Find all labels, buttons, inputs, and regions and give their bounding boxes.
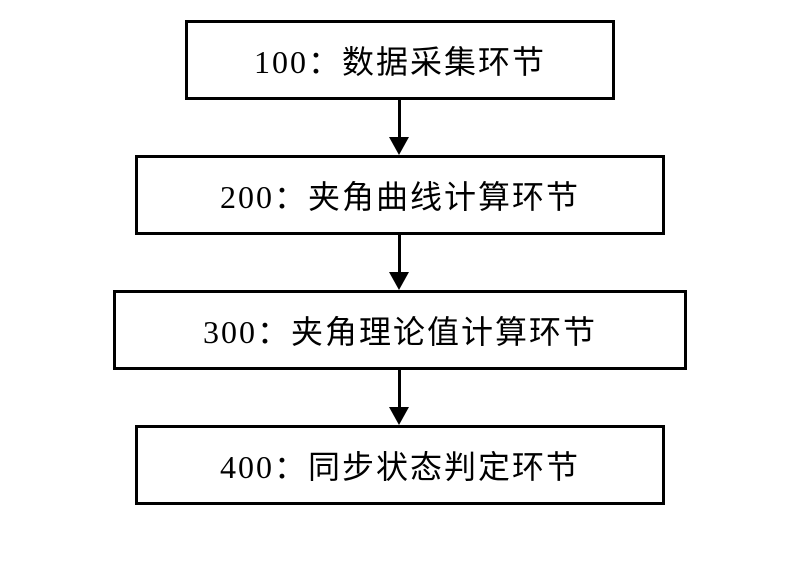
flow-arrow-3-line — [398, 370, 401, 407]
flowchart-canvas: 100：数据采集环节 200：夹角曲线计算环节 300：夹角理论值计算环节 40… — [0, 0, 798, 575]
flow-arrow-3-head — [389, 407, 409, 425]
flow-arrow-1-head — [389, 137, 409, 155]
flow-node-300-label: 300：夹角理论值计算环节 — [203, 307, 597, 353]
flow-node-100-label: 100：数据采集环节 — [254, 37, 546, 83]
flow-node-200: 200：夹角曲线计算环节 — [135, 155, 665, 235]
flow-arrow-1-line — [398, 100, 401, 137]
flow-arrow-2-line — [398, 235, 401, 272]
flow-node-300: 300：夹角理论值计算环节 — [113, 290, 687, 370]
flow-node-200-label: 200：夹角曲线计算环节 — [220, 172, 580, 218]
flow-node-100: 100：数据采集环节 — [185, 20, 615, 100]
flow-node-400-label: 400：同步状态判定环节 — [220, 442, 580, 488]
flow-node-400: 400：同步状态判定环节 — [135, 425, 665, 505]
flow-arrow-2-head — [389, 272, 409, 290]
